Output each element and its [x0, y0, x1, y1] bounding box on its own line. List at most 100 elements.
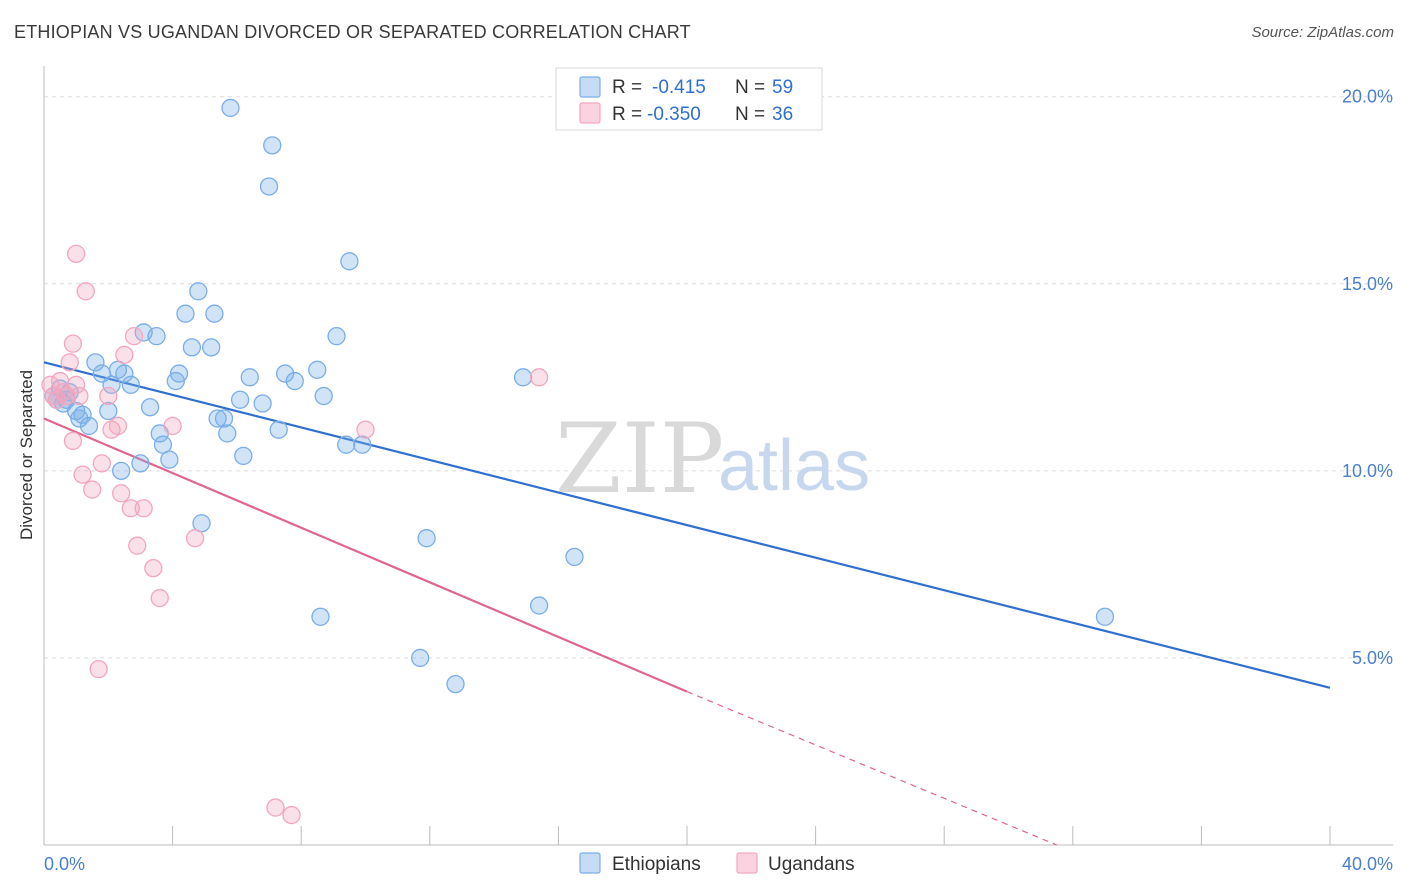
ethiopian-point	[240, 368, 259, 387]
ethiopian-point	[337, 435, 356, 454]
ethiopian-point	[513, 368, 533, 387]
legend-n-value-2: 36	[772, 104, 793, 125]
ugandan-point	[70, 386, 89, 406]
watermark-atlas: atlas	[718, 426, 870, 506]
ethiopian-point	[1095, 607, 1115, 626]
ethiopian-trend-line	[43, 361, 1331, 689]
ethiopian-point	[327, 327, 346, 346]
ugandan-point	[266, 798, 285, 817]
ugandan-point	[128, 536, 147, 555]
ethiopian-point	[308, 360, 327, 379]
ugandan-point	[115, 345, 134, 365]
ugandan-point	[92, 454, 112, 473]
ethiopian-point	[86, 353, 105, 372]
ethiopian-point	[340, 252, 359, 271]
ethiopian-point	[169, 364, 189, 383]
ethiopian-point	[353, 435, 372, 454]
ethiopian-point	[529, 596, 549, 615]
trend-lines	[43, 361, 1331, 846]
bottom-legend-label-ethiopians: Ethiopians	[612, 854, 701, 875]
ugandan-point	[134, 499, 153, 518]
y-axis-label: Divorced or Separated	[17, 370, 36, 540]
ethiopian-point	[115, 364, 134, 383]
ugandan-point	[63, 334, 83, 353]
ethiopian-point	[275, 364, 295, 383]
ethiopian-point	[202, 338, 221, 357]
legend-r-value-1: -0.415	[652, 77, 706, 98]
watermark-zip: ZIP	[555, 403, 724, 515]
ethiopian-point	[218, 424, 237, 443]
bottom-legend-swatch-ethiopians	[579, 852, 601, 874]
chart-title: ETHIOPIAN VS UGANDAN DIVORCED OR SEPARAT…	[14, 22, 691, 42]
ethiopian-point	[79, 416, 99, 436]
ugandan-point	[76, 282, 95, 301]
legend-swatch-ugandans	[579, 102, 601, 124]
ugandan-point	[529, 368, 549, 387]
source-label: Source: ZipAtlas.com	[1251, 24, 1394, 41]
ethiopian-point	[263, 136, 282, 155]
ethiopian-point	[446, 674, 465, 694]
ethiopian-point	[121, 375, 140, 394]
ugandan-point	[60, 353, 79, 372]
ugandan-point	[282, 805, 301, 825]
ethiopian-point	[285, 371, 304, 391]
watermark: ZIP atlas	[555, 403, 870, 515]
ugandan-point	[99, 386, 118, 406]
ugandan-point	[163, 416, 182, 436]
ethiopian-point	[214, 409, 234, 428]
ugandan-point	[124, 327, 144, 346]
ethiopian-point	[221, 98, 240, 118]
ugandan-trend-line	[43, 417, 688, 693]
ugandan-point	[47, 390, 67, 409]
ethiopian-point	[565, 547, 584, 567]
ethiopian-point	[314, 386, 333, 406]
ugandan-point	[108, 416, 128, 436]
ethiopian-point	[311, 607, 330, 626]
ethiopian-point	[99, 401, 118, 421]
legend-r-value-2: -0.350	[647, 104, 701, 125]
y-tick-label: 10.0%	[1342, 461, 1393, 481]
axes	[43, 66, 1393, 846]
ethiopian-point	[160, 450, 179, 469]
y-tick-label: 5.0%	[1352, 648, 1393, 668]
y-tick-label: 20.0%	[1342, 87, 1393, 107]
legend: R = -0.415 N = 59 R = -0.350 N = 36	[555, 67, 823, 131]
ethiopian-point	[182, 338, 202, 357]
ugandan-point	[356, 420, 375, 439]
ugandan-trend-extension	[686, 691, 1057, 846]
ethiopian-point	[208, 409, 227, 428]
ethiopian-point	[131, 454, 150, 473]
ugandan-point	[112, 484, 131, 503]
legend-n-value-1: 59	[772, 77, 793, 98]
ugandan-point	[185, 529, 205, 548]
y-tick-labels: 5.0% 10.0% 15.0% 20.0%	[1342, 87, 1393, 668]
ethiopian-point	[253, 394, 272, 413]
ugandan-point	[83, 480, 102, 499]
ugandan-point	[150, 588, 169, 608]
ethiopian-point	[417, 529, 436, 548]
ethiopian-point	[234, 446, 253, 466]
ugandan-point	[144, 558, 163, 578]
ethiopian-point	[269, 420, 288, 439]
x-tick-label-min: 0.0%	[44, 854, 85, 874]
ugandan-point	[67, 375, 86, 394]
legend-n-label-1: N =	[735, 77, 765, 98]
x-tick-label-max: 40.0%	[1342, 854, 1393, 874]
bottom-legend-swatch-ugandans	[736, 852, 758, 874]
ugandan-point	[67, 244, 86, 263]
ugandan-point	[121, 499, 140, 518]
ethiopian-point	[73, 405, 92, 424]
ugandan-point	[63, 431, 83, 451]
ugandan-point	[89, 660, 108, 679]
ethiopian-point	[140, 398, 160, 417]
ethiopian-point	[112, 461, 131, 481]
ethiopian-point	[176, 304, 195, 323]
ethiopian-point	[147, 327, 166, 346]
ethiopian-point	[189, 282, 208, 301]
bottom-legend-label-ugandans: Ugandans	[768, 854, 855, 875]
legend-n-label-2: N =	[735, 104, 765, 125]
ethiopian-point	[205, 304, 224, 323]
ethiopian-point	[259, 177, 279, 196]
legend-r-label-1: R =	[612, 77, 642, 98]
